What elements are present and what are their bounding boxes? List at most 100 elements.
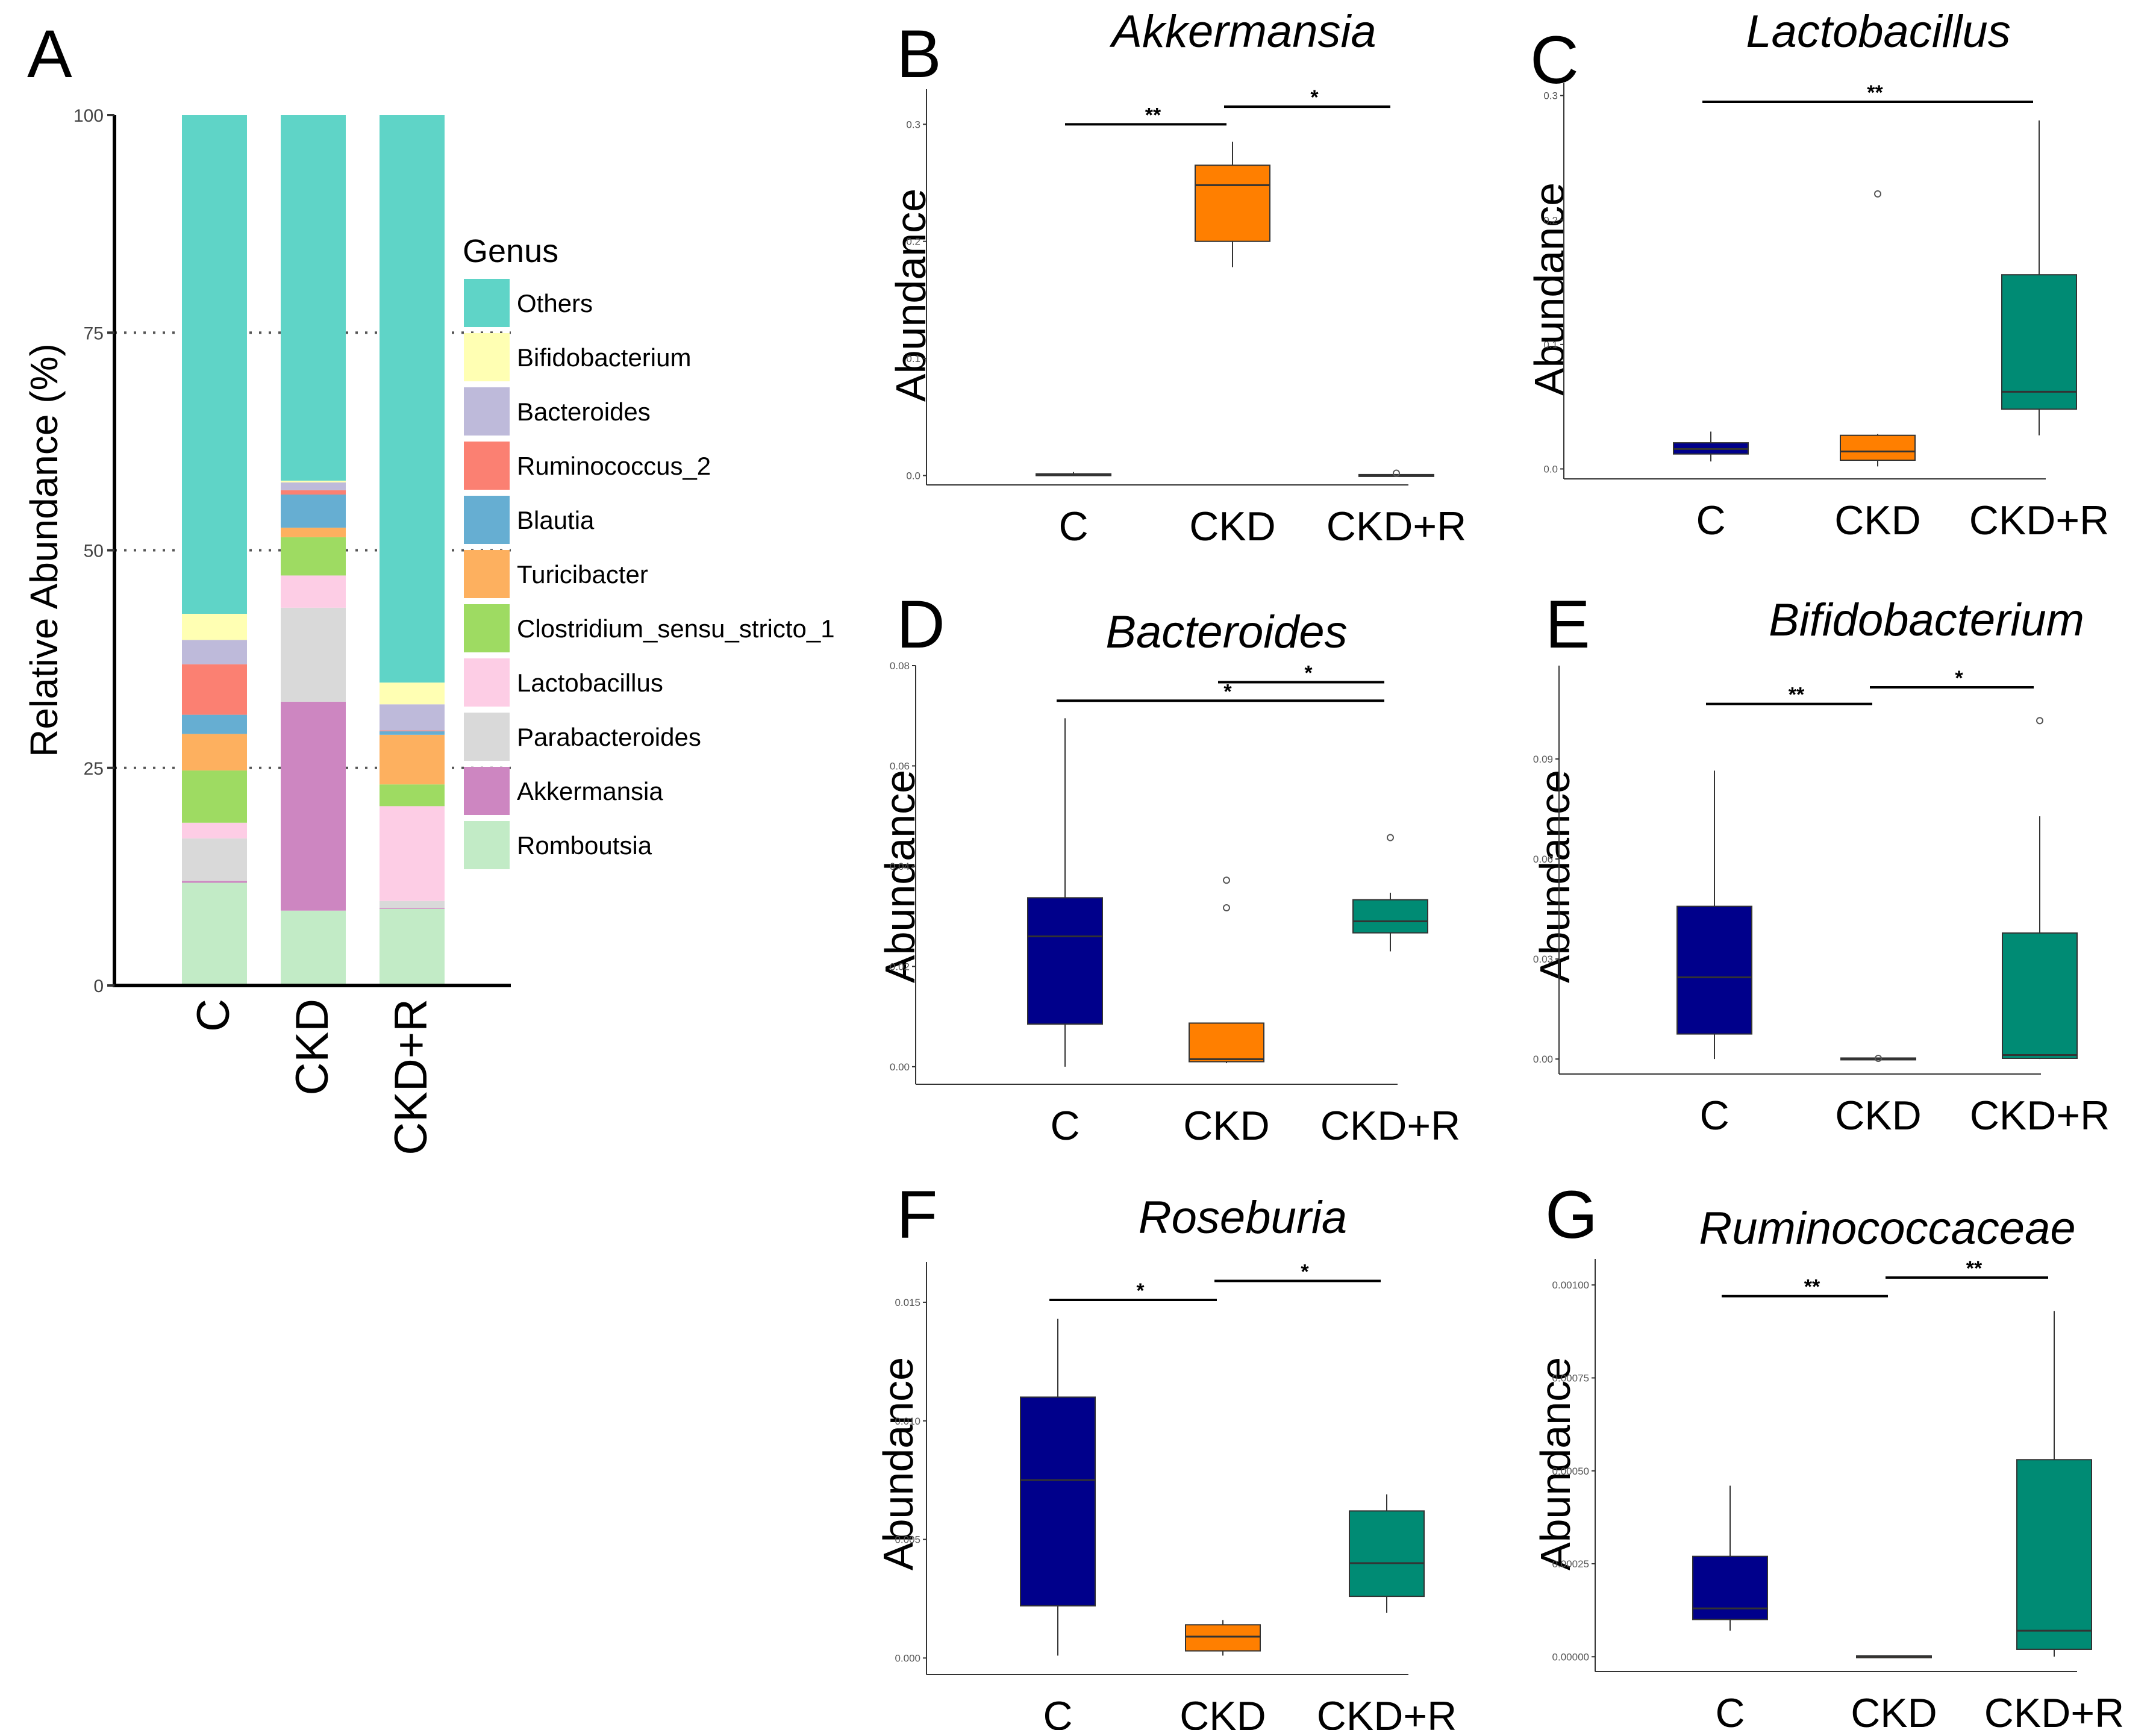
legend-label-blautia: Blautia <box>517 506 595 534</box>
y-tick-label: 75 <box>84 323 104 343</box>
y-tick-label: 0.04 <box>890 861 910 872</box>
box-body <box>1840 434 1916 461</box>
box-c: C <box>1676 770 1752 1138</box>
bar-c-parabacteroides <box>182 838 247 881</box>
x-tick-label-ckd-r: CKD+R <box>1969 498 2109 543</box>
y-tick-label: 0.00025 <box>1552 1558 1589 1570</box>
y-tick-label: 0.2 <box>906 236 920 248</box>
legend-swatch-bifidobacterium <box>464 333 510 381</box>
y-tick-label: 0.00050 <box>1552 1466 1589 1477</box>
bar-ckd-bacteroides <box>281 482 346 490</box>
panel-d: D Bacteroides Abundance 0.00 0.02 0.04 0.06 0.0… <box>876 587 1460 1149</box>
panel-letter-d: D <box>896 587 945 662</box>
legend-label-lactobacillus: Lactobacillus <box>517 669 663 697</box>
x-tick-label-ckd-r: CKD+R <box>1984 1690 2124 1730</box>
legend-label-ruminococcus-2: Ruminococcus_2 <box>517 452 711 480</box>
bar-c-turicibacter <box>182 734 247 771</box>
panel-letter-g: G <box>1545 1177 1598 1252</box>
box-ckd: CKD <box>1834 190 1921 543</box>
significance-bracket: * <box>1870 667 2034 690</box>
significance-bracket: ** <box>1706 684 1872 707</box>
y-axis-label: Abundance <box>875 1357 922 1570</box>
outlier-point <box>1387 834 1394 842</box>
bar-c-ruminococcus-2 <box>182 664 247 715</box>
y-axis-label: Relative Abundance (%) <box>22 343 66 757</box>
panel-title: Bifidobacterium <box>1769 595 2084 646</box>
outlier-point <box>1875 1054 1882 1062</box>
box-body <box>1020 1396 1096 1607</box>
box-body <box>1189 1022 1264 1063</box>
box-ckd: CKD <box>1183 876 1270 1149</box>
y-tick-label: 100 <box>73 106 104 126</box>
bar-ckd-ruminococcus-2 <box>281 490 346 495</box>
box-ckd: CKD <box>1835 1054 1922 1138</box>
x-tick-label-ckd: CKD <box>1851 1690 1937 1730</box>
significance-label: * <box>1304 661 1313 684</box>
bar-c-bacteroides <box>182 640 247 664</box>
box-body <box>2002 932 2078 1059</box>
bar-c-romboutsia <box>182 882 247 985</box>
legend: Genus Others Bifidobacterium Bacteroides Rum… <box>463 233 835 869</box>
significance-label: ** <box>1867 81 1883 104</box>
y-tick-label: 0.015 <box>895 1297 920 1308</box>
y-tick-label: 0.0 <box>1543 463 1558 475</box>
y-tick-label: 0.3 <box>906 119 920 130</box>
y-tick-label: 0.06 <box>1533 854 1553 865</box>
legend-swatch-bacteroides <box>464 387 510 436</box>
x-tick-label-c: C <box>1699 1093 1729 1138</box>
significance-bracket: * <box>1057 680 1384 703</box>
y-tick-label: 0.00075 <box>1552 1372 1589 1384</box>
panel-title: Akkermansia <box>1109 6 1376 57</box>
significance-label: ** <box>1804 1276 1820 1299</box>
y-axis-label: Abundance <box>876 770 923 983</box>
significance-label: ** <box>1789 684 1805 707</box>
x-tick-label-c: C <box>1696 498 1725 543</box>
box-ckd-r: CKD+R <box>1326 469 1466 549</box>
bar-ckd-r-clostridium-sensu-stricto-1 <box>380 784 445 807</box>
panel-b: B Akkermansia Abundance 0.0 0.1 0.2 0.3 C CKD CKD… <box>887 6 1466 549</box>
significance-bracket: ** <box>1722 1276 1888 1299</box>
bar-ckd-parabacteroides <box>281 607 346 702</box>
outlier-point <box>1874 190 1881 198</box>
y-tick-label: 0.00 <box>1533 1054 1553 1065</box>
significance-label: ** <box>1145 104 1161 126</box>
y-axis-label: Abundance <box>887 189 934 402</box>
box-c: C <box>1020 1319 1096 1730</box>
legend-swatch-blautia <box>464 496 510 544</box>
x-tick-label-ckd: CKD <box>1189 504 1276 549</box>
y-axis-label: Abundance <box>1531 770 1578 983</box>
y-tick-label: 0.03 <box>1533 954 1553 965</box>
legend-swatch-romboutsia <box>464 821 510 869</box>
y-tick-label: 0.00000 <box>1552 1651 1589 1663</box>
legend-swatch-lactobacillus <box>464 658 510 707</box>
box-ckd: CKD <box>1851 1655 1937 1730</box>
legend-label-clostridium-sensu-stricto-1: Clostridium_sensu_stricto_1 <box>517 614 835 643</box>
box-c: C <box>1692 1485 1768 1730</box>
bar-c-others <box>182 115 247 614</box>
legend-swatch-parabacteroides <box>464 713 510 761</box>
y-tick-label: 0.005 <box>895 1534 920 1546</box>
bar-c-bifidobacterium <box>182 613 247 640</box>
outlier-point <box>1393 469 1400 477</box>
bar-c-lactobacillus <box>182 822 247 838</box>
bar-ckd-r-turicibacter <box>380 734 445 785</box>
box-ckd-r: CKD+R <box>1320 834 1460 1149</box>
y-tick-label: 50 <box>84 542 104 561</box>
y-axis-label: Abundance <box>1532 1357 1579 1570</box>
box-ckd-r: CKD+R <box>1970 717 2110 1138</box>
box-ckd-r: CKD+R <box>1317 1494 1457 1730</box>
box-body <box>1676 905 1752 1035</box>
bar-ckd-r-romboutsia <box>380 908 445 985</box>
panel-g: G Ruminococcaceae Abundance 0.00000 0.00025 0… <box>1532 1177 2124 1730</box>
box-body <box>1352 899 1428 934</box>
bar-ckd-r-bacteroides <box>380 704 445 731</box>
panel-letter-c: C <box>1530 22 1579 98</box>
y-tick-label: 0.06 <box>890 760 910 772</box>
box-c: C <box>1036 472 1111 549</box>
x-tick-label-ckd: CKD <box>1835 1093 1922 1138</box>
significance-bracket: * <box>1224 86 1390 109</box>
x-tick-label-c: C <box>188 999 239 1032</box>
bar-c-akkermansia <box>182 881 247 883</box>
y-tick-label: 0.010 <box>895 1416 920 1427</box>
